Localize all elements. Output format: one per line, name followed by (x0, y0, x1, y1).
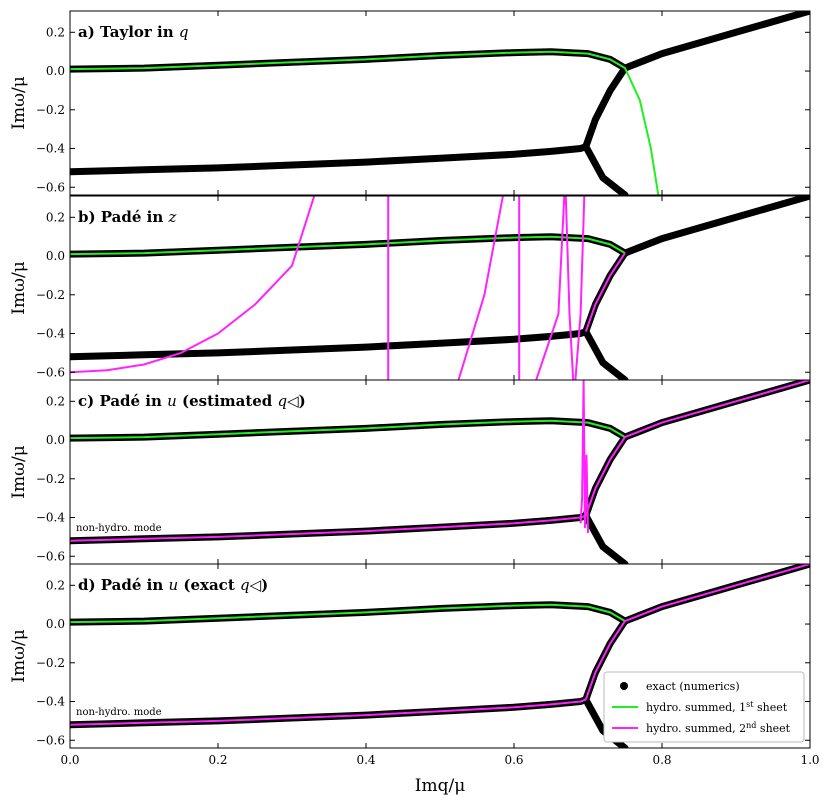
series-c-3 (579, 380, 589, 534)
xtick-label: 0.0 (60, 753, 79, 767)
exact-s_curve (582, 433, 629, 520)
panel-b: 0.2 0.0 −0.2 −0.4 −0.6 Imω/μ b) Padé in z (9, 195, 811, 381)
ytick-label: −0.6 (36, 180, 65, 194)
series-b-7 (564, 196, 575, 380)
exact-downward_tail (582, 512, 629, 564)
ytick-label: −0.4 (36, 511, 66, 525)
exact-downward_tail (582, 143, 629, 195)
ytick-label: −0.6 (36, 733, 65, 747)
panel-c-title: c) Padé in u (estimated q◁) (78, 392, 306, 410)
ytick-label: 0.0 (46, 433, 65, 447)
non-hydro-mode-label: non-hydro. mode (76, 523, 162, 534)
y-axis-label: Imω/μ (9, 76, 29, 129)
panel-c-plot-area (70, 380, 810, 564)
series-b-0 (70, 235, 626, 256)
xtick-label: 0.6 (504, 753, 523, 767)
ytick-label: −0.2 (36, 103, 65, 117)
ytick-label: −0.2 (36, 288, 65, 302)
panel-a-plot-area (70, 11, 810, 195)
ytick-label: −0.4 (36, 695, 66, 709)
ytick-label: −0.4 (36, 142, 66, 156)
legend: exact (numerics) hydro. summed, 1st sheet… (603, 671, 805, 743)
panel-a-title: a) Taylor in q (78, 23, 188, 41)
panel-d-frame (69, 563, 811, 749)
panel-b-title: b) Padé in z (78, 208, 176, 226)
x-axis-label: Imq/μ (415, 776, 466, 796)
panel-a: 0.2 0.0 −0.2 −0.4 −0.6 Imω/μ a) Taylor in q (9, 10, 811, 196)
ytick-label: 0.2 (46, 210, 65, 224)
ytick-label: 0.2 (46, 578, 65, 592)
ytick-label: −0.4 (36, 327, 66, 341)
xtick-label: 0.4 (356, 753, 375, 767)
legend-box (603, 671, 805, 743)
y-axis-label: Imω/μ (9, 445, 29, 498)
series-b-4 (457, 196, 504, 380)
exact-lower_branch (70, 143, 590, 176)
ytick-label: −0.6 (36, 365, 65, 379)
series-b-8 (574, 196, 586, 380)
legend-marker (620, 682, 628, 690)
legend-label: exact (numerics) (646, 680, 740, 693)
ytick-label: −0.2 (36, 472, 65, 486)
exact-downward_tail (582, 328, 629, 380)
xtick-label: 0.8 (652, 753, 671, 767)
series-c-0 (70, 419, 626, 440)
y-axis-label: Imω/μ (9, 629, 29, 682)
ytick-label: 0.0 (46, 64, 65, 78)
series-d-0 (70, 603, 626, 624)
ytick-label: 0.2 (46, 394, 65, 408)
ytick-label: −0.6 (36, 549, 65, 563)
series-c-1 (70, 514, 587, 542)
series-d-1 (70, 698, 587, 726)
ytick-label: 0.0 (46, 617, 65, 631)
y-axis-label: Imω/μ (9, 261, 29, 314)
exact-upper_right_tail (621, 11, 810, 72)
xtick-label: 1.0 (800, 753, 819, 767)
ytick-label: 0.2 (46, 25, 65, 39)
panel-a-frame (69, 10, 811, 196)
panel-c: 0.2 0.0 −0.2 −0.4 −0.6 Imω/μ c) Padé in u (est… (9, 379, 811, 565)
series-a-0 (70, 50, 660, 195)
exact-upper_right_tail (621, 196, 810, 257)
ytick-label: −0.2 (36, 656, 65, 670)
legend-label: hydro. summed, 1st sheet (646, 700, 788, 714)
series-b-1 (584, 252, 626, 332)
exact-s_curve (582, 249, 629, 336)
ytick-label: 0.0 (46, 249, 65, 263)
non-hydro-mode-label: non-hydro. mode (76, 707, 162, 718)
panel-d: 0.2 0.0 −0.2 −0.4 −0.6 Imω/μ d) Padé in u (exa… (9, 563, 811, 749)
series-b-6 (535, 196, 566, 380)
panel-b-plot-area (70, 196, 810, 380)
series-d-2 (584, 564, 810, 700)
panel-d-title: d) Padé in u (exact q◁) (78, 576, 268, 594)
series-b-2 (70, 196, 316, 374)
exact-lower_branch (70, 328, 590, 361)
legend-label: hydro. summed, 2nd sheet (646, 721, 791, 735)
series-c-2 (584, 380, 810, 516)
exact-s_curve (582, 64, 629, 151)
xtick-label: 0.2 (208, 753, 227, 767)
